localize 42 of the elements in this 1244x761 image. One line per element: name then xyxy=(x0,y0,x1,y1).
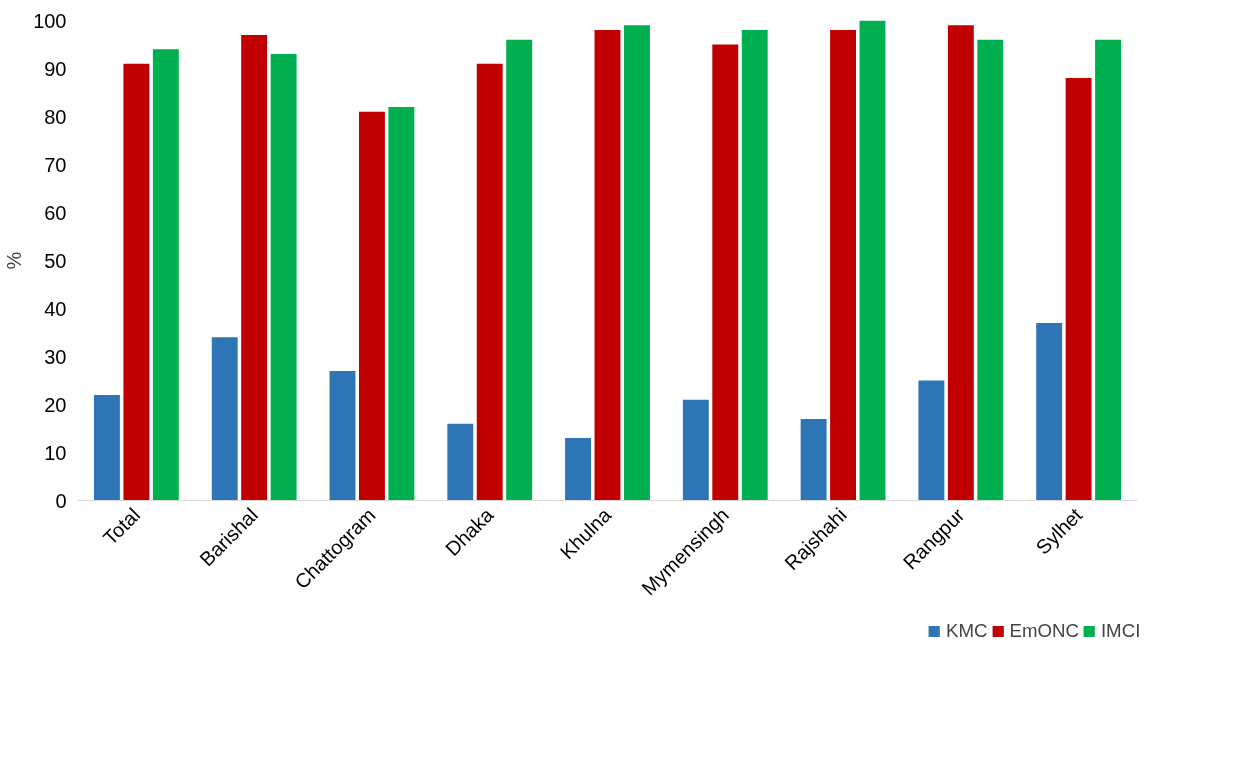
y-tick-label: 60 xyxy=(44,201,67,224)
bar xyxy=(712,44,739,501)
bar xyxy=(358,111,385,501)
bar xyxy=(800,418,827,501)
bar xyxy=(241,34,268,501)
bar xyxy=(123,63,150,501)
bar xyxy=(1065,78,1092,501)
bar xyxy=(270,54,297,501)
bar xyxy=(1095,39,1122,501)
y-tick-label: 70 xyxy=(44,153,67,176)
legend-label: KMC xyxy=(946,620,988,642)
y-tick-label: 80 xyxy=(44,105,67,128)
bar xyxy=(388,106,415,501)
y-tick-label: 0 xyxy=(55,489,67,512)
bar xyxy=(623,25,650,501)
bar xyxy=(977,39,1004,501)
y-tick-label: 100 xyxy=(33,9,67,32)
bar xyxy=(741,30,768,501)
bar xyxy=(93,394,120,501)
bar xyxy=(682,399,709,501)
bar xyxy=(918,380,945,501)
y-tick-label: 30 xyxy=(44,345,67,368)
y-axis-title: % xyxy=(3,251,26,270)
y-tick-label: 10 xyxy=(44,441,67,464)
bar xyxy=(329,370,356,501)
bar xyxy=(830,30,857,501)
bar xyxy=(1036,322,1063,501)
legend-label: EmONC xyxy=(1009,620,1079,642)
bar xyxy=(506,39,533,501)
bar xyxy=(859,20,886,501)
y-tick-label: 20 xyxy=(44,393,67,416)
y-tick-label: 50 xyxy=(44,249,67,272)
bar xyxy=(565,438,592,501)
bar xyxy=(211,337,238,501)
y-tick-label: 40 xyxy=(44,297,67,320)
y-tick-label: 90 xyxy=(44,57,67,80)
bar xyxy=(447,423,474,501)
bar xyxy=(476,63,503,501)
bar xyxy=(594,30,621,501)
legend-label: IMCI xyxy=(1100,620,1141,642)
bar xyxy=(947,25,974,501)
bar xyxy=(152,49,179,501)
